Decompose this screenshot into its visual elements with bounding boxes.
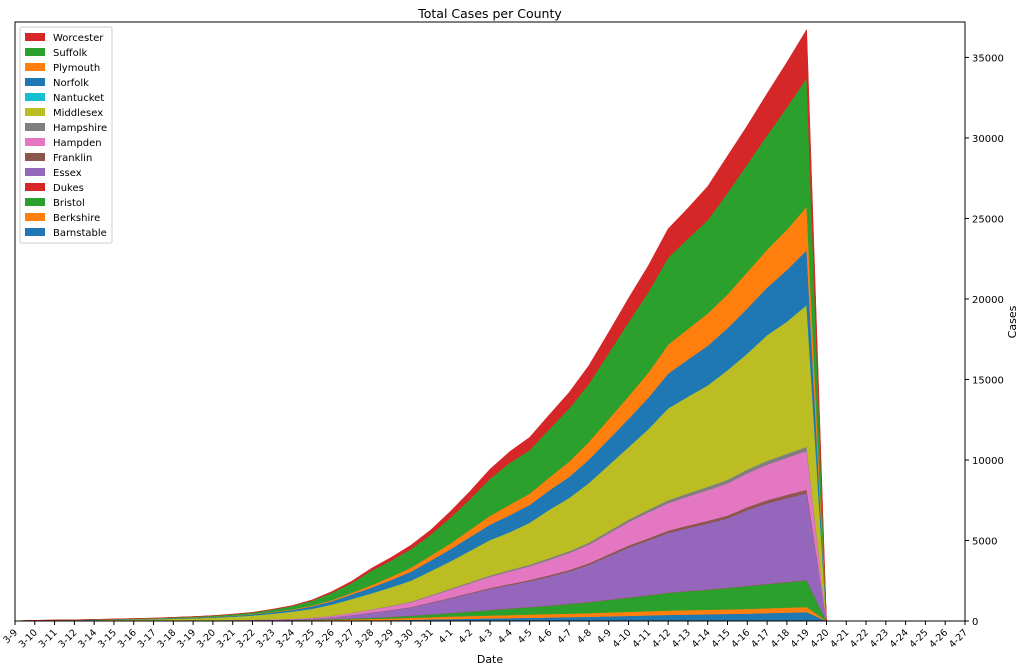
legend-label: Franklin — [53, 153, 92, 164]
x-tick-label: 3-28 — [353, 627, 376, 650]
x-tick-label: 4-15 — [710, 627, 733, 650]
x-tick-label: 4-13 — [670, 627, 693, 650]
x-tick-label: 3-20 — [195, 627, 218, 650]
x-tick-label: 3-10 — [17, 627, 40, 650]
x-tick-label: 3-11 — [37, 627, 60, 650]
y-tick-label: 5000 — [972, 536, 997, 547]
y-tick-label: 0 — [972, 617, 978, 628]
legend-swatch — [25, 168, 45, 176]
y-tick-label: 25000 — [972, 214, 1004, 225]
x-tick-label: 4-14 — [690, 627, 713, 650]
legend-swatch — [25, 198, 45, 206]
area-middlesex — [14, 304, 965, 622]
x-tick-label: 3-31 — [413, 627, 436, 650]
y-tick-label: 30000 — [972, 134, 1004, 145]
legend-label: Essex — [53, 168, 82, 179]
legend-label: Barnstable — [53, 228, 107, 239]
x-tick-label: 3-12 — [56, 627, 79, 650]
x-tick-label: 4-4 — [496, 627, 515, 646]
x-tick-label: 3-29 — [373, 627, 396, 650]
legend-swatch — [25, 153, 45, 161]
x-tick-label: 3-24 — [274, 627, 297, 650]
legend-swatch — [25, 183, 45, 191]
legend-swatch — [25, 63, 45, 71]
legend-swatch — [25, 93, 45, 101]
x-tick-label: 4-24 — [888, 627, 911, 650]
x-tick-label: 3-27 — [334, 627, 357, 650]
x-tick-label: 4-11 — [630, 627, 653, 650]
y-tick-label: 15000 — [972, 375, 1004, 386]
x-tick-label: 3-16 — [116, 627, 139, 650]
legend-swatch — [25, 228, 45, 236]
legend-label: Suffolk — [53, 48, 87, 59]
x-tick-label: 4-20 — [809, 627, 832, 650]
area-layers — [14, 28, 965, 622]
x-tick-label: 4-21 — [828, 627, 851, 650]
area-worcester — [14, 28, 965, 622]
legend-label: Norfolk — [53, 78, 89, 89]
x-tick-label: 3-17 — [136, 627, 159, 650]
x-tick-label: 4-3 — [476, 627, 495, 646]
legend-label: Berkshire — [53, 213, 100, 224]
legend-label: Nantucket — [53, 93, 104, 104]
legend-label: Middlesex — [53, 108, 103, 119]
x-tick-label: 3-14 — [76, 627, 99, 650]
legend-label: Worcester — [53, 33, 104, 44]
x-tick-label: 3-26 — [314, 627, 337, 650]
x-tick-label: 4-27 — [947, 627, 970, 650]
x-tick-label: 4-18 — [769, 627, 792, 650]
x-tick-label: 4-8 — [575, 627, 594, 646]
chart-title: Total Cases per County — [417, 6, 562, 21]
x-tick-label: 4-16 — [729, 627, 752, 650]
legend-label: Bristol — [53, 198, 85, 209]
x-tick-label: 4-22 — [848, 627, 871, 650]
x-tick-label: 3-30 — [393, 627, 416, 650]
x-tick-label: 4-7 — [556, 627, 575, 646]
x-tick-label: 4-10 — [611, 627, 634, 650]
x-tick-label: 3-22 — [235, 627, 258, 650]
x-tick-label: 4-19 — [789, 627, 812, 650]
y-axis: 0 5000 10000 15000 20000 25000 30000 35000 — [965, 53, 1004, 628]
legend-label: Hampden — [53, 138, 102, 149]
x-axis-label: Date — [477, 653, 504, 666]
y-axis-label: Cases — [1006, 305, 1019, 338]
x-tick-label: 4-1 — [437, 627, 456, 646]
y-tick-label: 35000 — [972, 53, 1004, 64]
legend-label: Dukes — [53, 183, 84, 194]
legend-swatch — [25, 123, 45, 131]
legend-swatch — [25, 78, 45, 86]
legend-swatch — [25, 48, 45, 56]
x-tick-label: 4-25 — [908, 627, 931, 650]
x-tick-label: 3-19 — [175, 627, 198, 650]
legend-label: Hampshire — [53, 123, 107, 134]
y-tick-label: 20000 — [972, 295, 1004, 306]
x-tick-label: 4-2 — [457, 627, 476, 646]
x-tick-label: 4-5 — [516, 627, 535, 646]
legend-label: Plymouth — [53, 63, 100, 74]
legend-swatch — [25, 108, 45, 116]
x-axis: 3-93-103-113-123-143-153-163-173-183-193… — [1, 621, 970, 650]
x-tick-label: 4-23 — [868, 627, 891, 650]
x-tick-label: 4-17 — [749, 627, 772, 650]
x-tick-label: 4-26 — [927, 627, 950, 650]
x-tick-label: 4-6 — [536, 627, 555, 646]
legend-swatch — [25, 213, 45, 221]
x-tick-label: 3-25 — [294, 627, 317, 650]
x-tick-label: 4-12 — [650, 627, 673, 650]
x-tick-label: 3-21 — [215, 627, 238, 650]
x-tick-label: 3-15 — [96, 627, 119, 650]
legend: Worcester Suffolk Plymouth Norfolk Nantucket… — [19, 26, 113, 244]
x-tick-label: 3-18 — [155, 627, 178, 650]
legend-swatch — [25, 33, 45, 41]
legend-swatch — [25, 138, 45, 146]
x-tick-label: 3-23 — [254, 627, 277, 650]
y-tick-label: 10000 — [972, 456, 1004, 467]
legend-box — [19, 26, 113, 244]
